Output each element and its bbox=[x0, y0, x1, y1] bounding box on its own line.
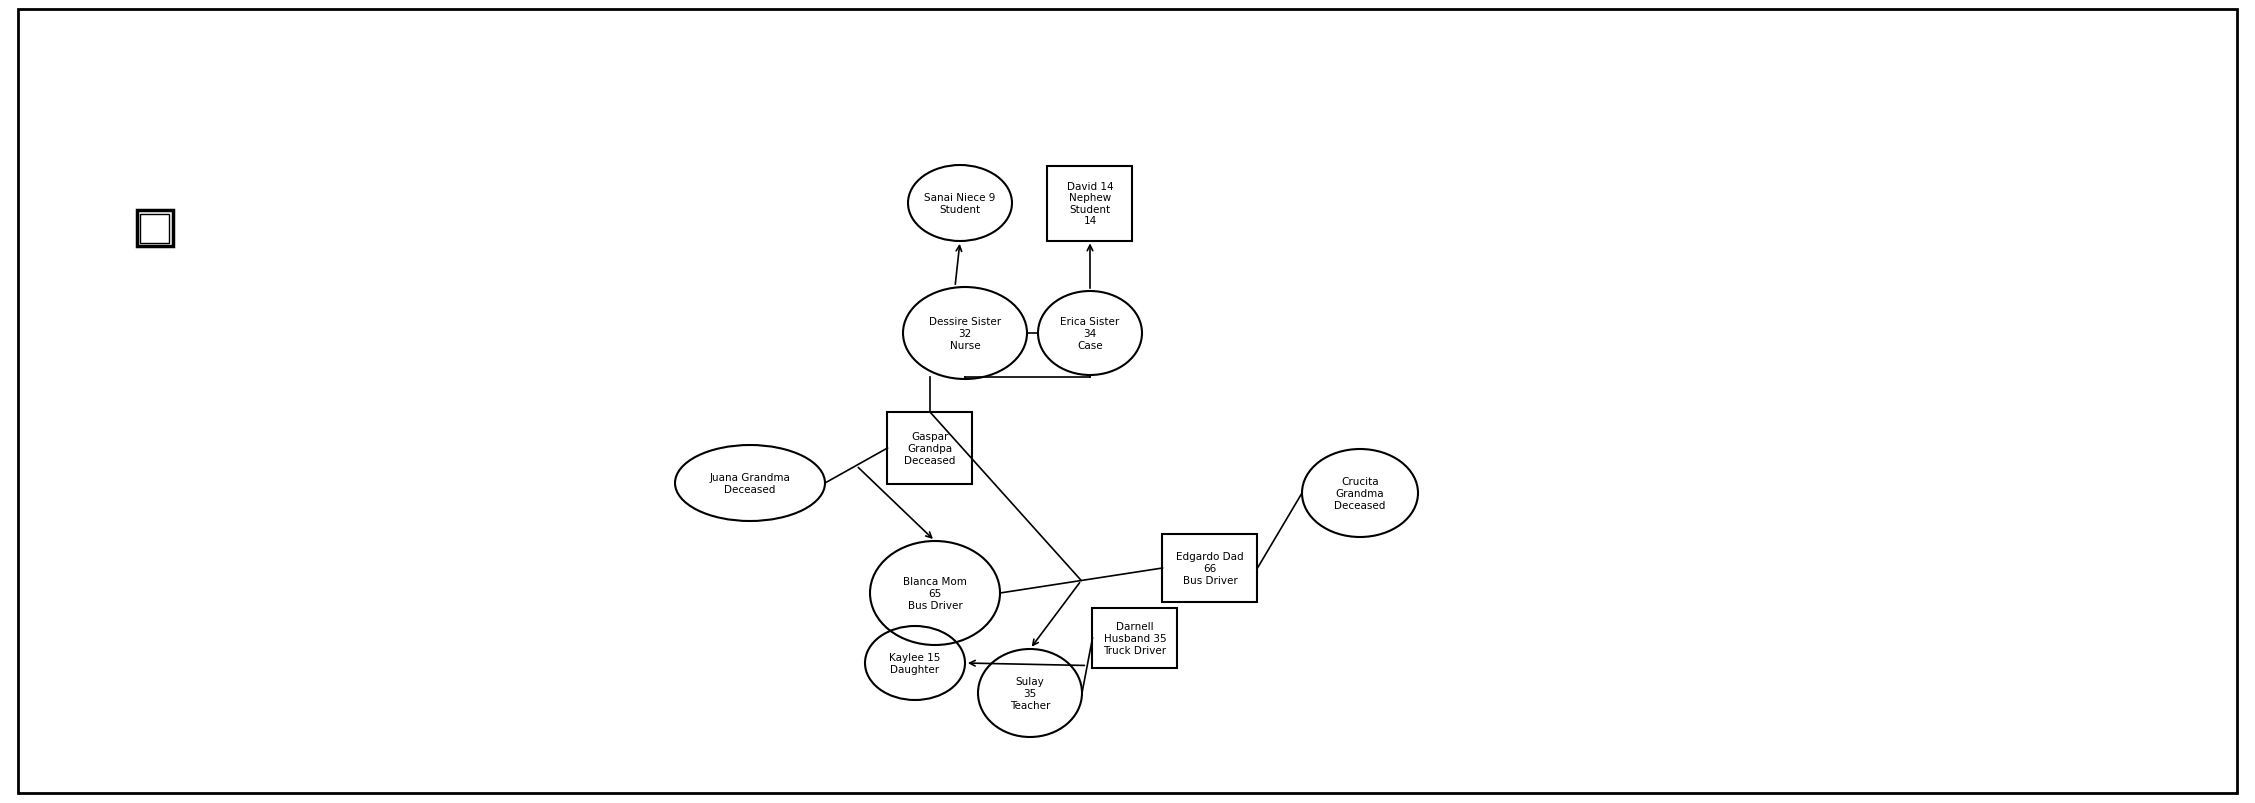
Text: David 14
Nephew
Student
14: David 14 Nephew Student 14 bbox=[1067, 181, 1114, 226]
Text: Sulay
35
Teacher: Sulay 35 Teacher bbox=[1010, 677, 1051, 710]
Text: Edgardo Dad
66
Bus Driver: Edgardo Dad 66 Bus Driver bbox=[1177, 552, 1245, 585]
Text: Juana Grandma
Deceased: Juana Grandma Deceased bbox=[710, 473, 792, 494]
Text: Sanai Niece 9
Student: Sanai Niece 9 Student bbox=[925, 193, 997, 214]
Text: Erica Sister
34
Case: Erica Sister 34 Case bbox=[1060, 317, 1121, 350]
Text: Darnell
Husband 35
Truck Driver: Darnell Husband 35 Truck Driver bbox=[1103, 622, 1166, 654]
Text: Crucita
Grandma
Deceased: Crucita Grandma Deceased bbox=[1335, 477, 1385, 510]
Text: Kaylee 15
Daughter: Kaylee 15 Daughter bbox=[888, 652, 940, 674]
Text: Gaspar
Grandpa
Deceased: Gaspar Grandpa Deceased bbox=[904, 432, 956, 465]
Text: Dessire Sister
32
Nurse: Dessire Sister 32 Nurse bbox=[929, 317, 1001, 350]
Text: Blanca Mom
65
Bus Driver: Blanca Mom 65 Bus Driver bbox=[902, 577, 967, 609]
